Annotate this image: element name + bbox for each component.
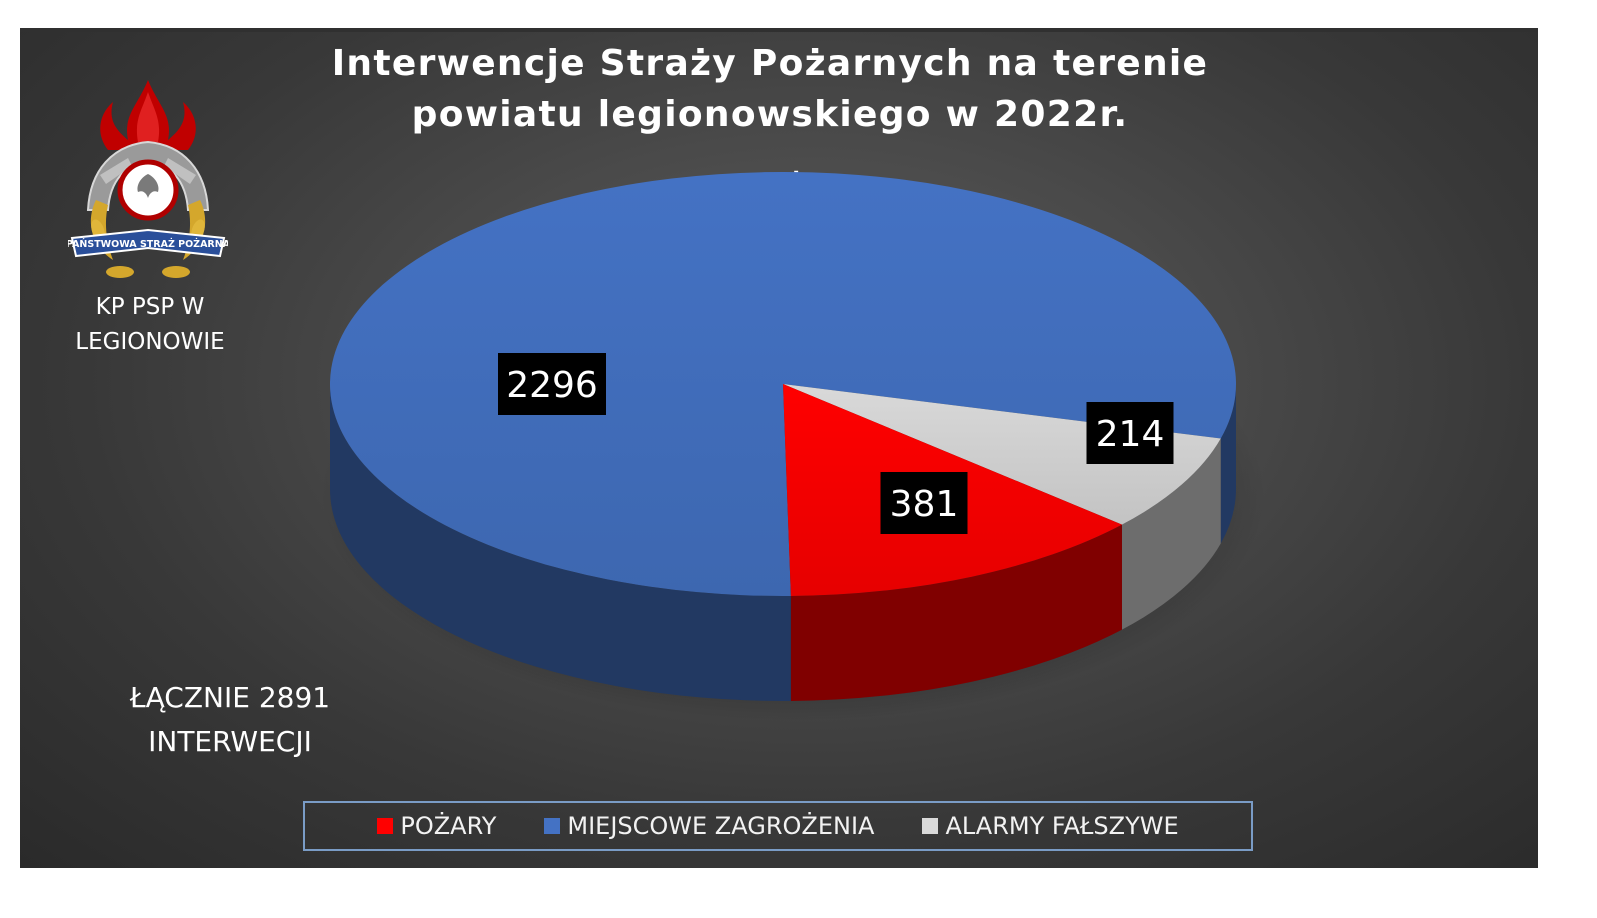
data-label: 214 <box>1096 414 1165 455</box>
data-label: 2296 <box>506 365 598 406</box>
data-label: 381 <box>890 484 959 525</box>
